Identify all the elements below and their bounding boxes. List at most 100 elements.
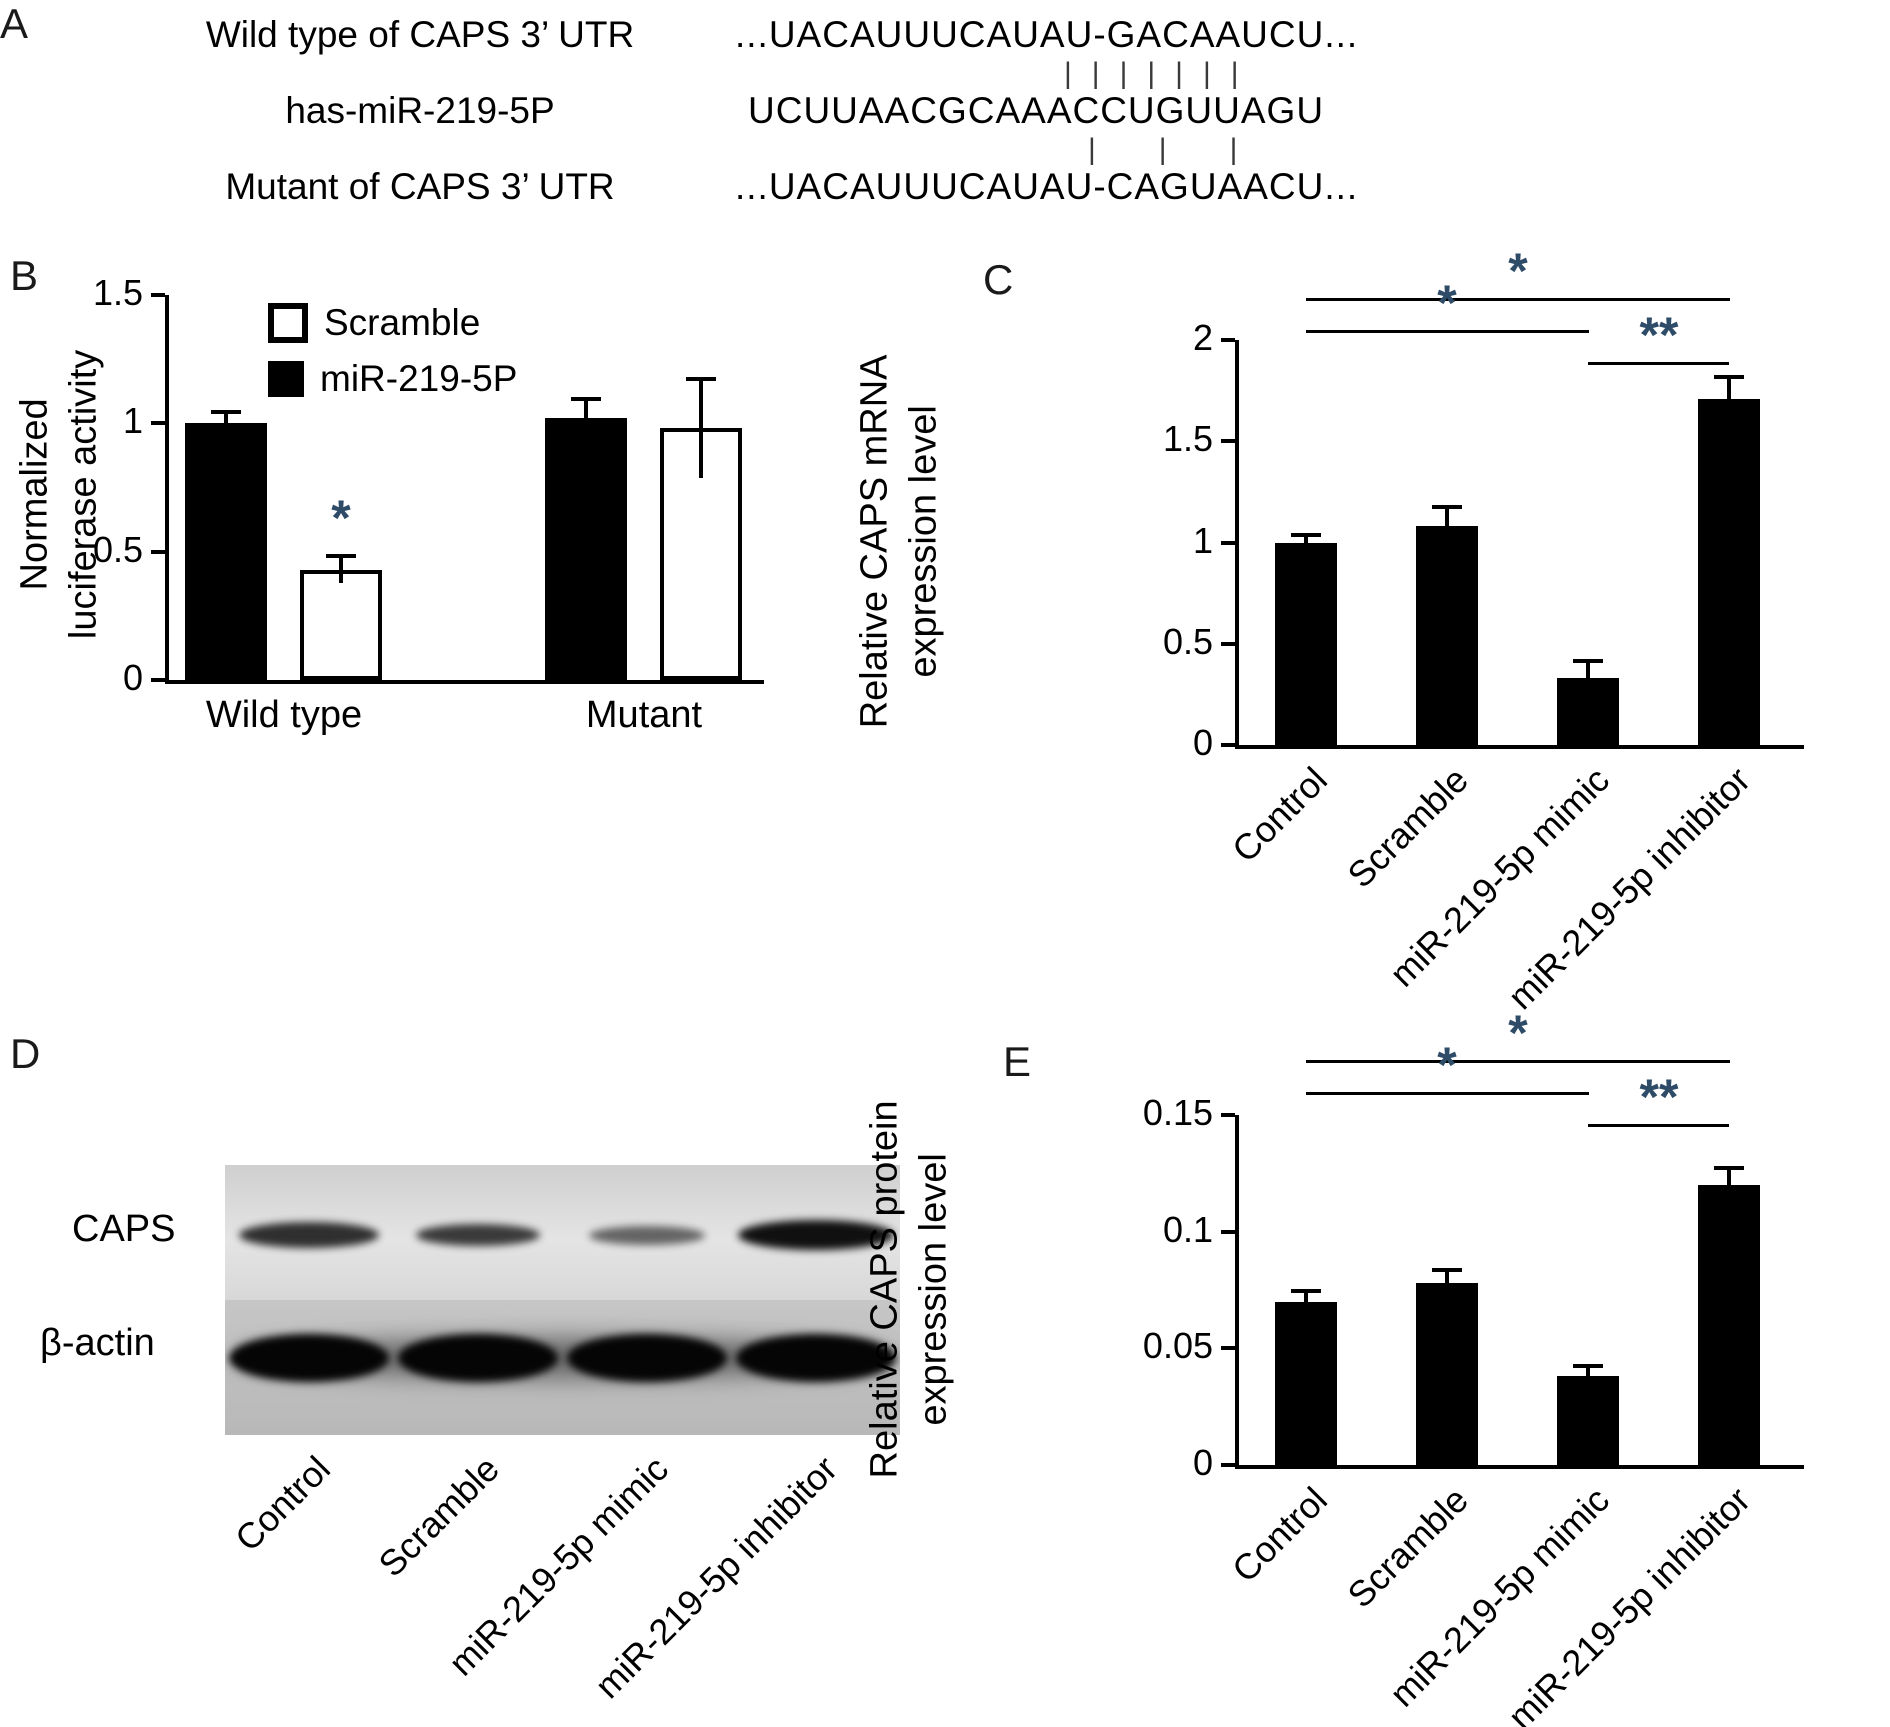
error-bar-stem (339, 557, 343, 583)
chart-b: 0 0.5 1 1.5 Wild type Mutant * Scramble miR-219-… (0, 250, 812, 860)
caps-band (239, 1222, 379, 1248)
y-tick-label: 0.5 (92, 529, 143, 570)
significance-line (1306, 1060, 1730, 1063)
error-bar-cap (1573, 1364, 1603, 1368)
beta-actin-band-label: β-actin (40, 1322, 155, 1364)
y-tick-label: 0.15 (1142, 1092, 1213, 1133)
panel-b-label: B (10, 252, 39, 299)
chart-e: 0 0.05 0.1 0.15 Control Scramble miR-219-5p mi… (815, 1008, 1890, 1727)
bar (1557, 1376, 1619, 1465)
error-bar-cap (326, 554, 356, 558)
y-tick-mark (1221, 439, 1235, 443)
y-tick-label: 0.5 (1162, 621, 1213, 662)
x-category-label: Wild type (205, 694, 363, 736)
sequence-name-wildtype: Wild type of CAPS 3’ UTR (205, 14, 635, 55)
error-bar-cap (1714, 1166, 1744, 1170)
y-tick-label: 0 (122, 657, 143, 698)
bar (1275, 1302, 1337, 1465)
plot-area (1235, 340, 1804, 749)
y-tick-mark (1221, 1113, 1235, 1117)
error-bar-stem (1304, 1292, 1308, 1311)
y-tick-mark (1221, 338, 1235, 342)
base-pair-match-marks-top: ||||||| (1064, 57, 1259, 90)
bar (1416, 526, 1478, 745)
y-tick-mark (151, 678, 165, 682)
error-bar-stem (1586, 662, 1590, 694)
y-tick-mark (1221, 642, 1235, 646)
significance-line (1588, 1124, 1729, 1127)
y-tick-mark (1221, 743, 1235, 747)
sequence-wildtype: ...UACAUUUCAUAU-GACAAUCU... (735, 14, 1359, 55)
plot-area (1235, 1115, 1804, 1469)
error-bar-stem (1727, 1169, 1731, 1202)
bar (1416, 1283, 1478, 1465)
x-category-label: Mutant (585, 694, 703, 736)
bar (185, 423, 267, 680)
sequence-mutant: ...UACAUUUCAUAU-CAGUAACU... (735, 166, 1359, 207)
panel-e-label: E (1003, 1038, 1032, 1085)
error-bar-stem (1445, 508, 1449, 544)
base-pair-match-marks-bottom: ||| (1088, 133, 1301, 166)
error-bar-cap (211, 410, 241, 414)
panel-b: B Normalized luciferase activity 0 0.5 1 1.… (0, 250, 812, 860)
error-bar-stem (1445, 1271, 1449, 1294)
y-tick-label: 0 (1192, 1442, 1213, 1483)
panel-d-label: D (10, 1030, 41, 1077)
bar (1698, 399, 1760, 745)
sequence-name-mutant: Mutant of CAPS 3’ UTR (225, 166, 615, 207)
error-bar-stem (224, 413, 228, 434)
beta-actin-band (229, 1334, 389, 1382)
legend-label: miR-219-5P (320, 358, 518, 399)
panel-c-label: C (983, 256, 1014, 303)
y-tick-mark (1221, 541, 1235, 545)
caps-blot-strip (225, 1165, 900, 1300)
significance-star: * (1437, 275, 1457, 331)
error-bar-cap (1714, 375, 1744, 379)
western-blot-image (225, 1165, 900, 1435)
bar (300, 570, 382, 680)
lane-label: miR-219-5p inhibitor (586, 1448, 845, 1707)
y-tick-label: 1 (122, 400, 143, 441)
panel-d: D CAPS β-actin Control Scramble miR-219-5p… (0, 1010, 950, 1727)
significance-line (1588, 362, 1729, 365)
y-tick-mark (151, 293, 165, 297)
y-tick-label: 1.5 (1162, 418, 1213, 459)
beta-actin-band (736, 1334, 896, 1382)
significance-line (1306, 330, 1589, 333)
y-tick-label: 1.5 (92, 272, 143, 313)
error-bar-stem (1586, 1367, 1590, 1386)
error-bar-cap (1291, 533, 1321, 537)
error-bar-cap (571, 397, 601, 401)
bar (545, 418, 627, 680)
caps-band-label: CAPS (72, 1208, 176, 1250)
error-bar-stem (1727, 378, 1731, 419)
bar (1698, 1185, 1760, 1465)
significance-star: * (331, 490, 351, 546)
y-tick-mark (1221, 1463, 1235, 1467)
significance-line (1306, 1092, 1589, 1095)
sequence-row-wildtype: Wild type of CAPS 3’ UTR ...UACAUUUCAUAU… (0, 14, 1890, 60)
significance-star: * (1437, 1037, 1457, 1093)
panel-a: A Wild type of CAPS 3’ UTR ...UACAUUUCAU… (0, 0, 1890, 245)
beta-actin-blot-strip (225, 1300, 900, 1435)
error-bar-stem (584, 400, 588, 436)
y-tick-mark (1221, 1346, 1235, 1350)
significance-star: ** (1639, 307, 1679, 363)
y-tick-label: 0 (1192, 722, 1213, 763)
plot-area (165, 295, 764, 684)
caps-band (738, 1220, 894, 1250)
beta-actin-band (398, 1334, 558, 1382)
error-bar-cap (1432, 505, 1462, 509)
sequence-row-mirna: has-miR-219-5P UCUUAACGCAAACCUGUUAGU (0, 90, 1890, 136)
error-bar-cap (1432, 1268, 1462, 1272)
error-bar-cap (686, 377, 716, 381)
panel-a-label: A (0, 0, 29, 47)
panel-e: E Relative CAPS protein expression level… (815, 1008, 1890, 1727)
y-tick-mark (151, 421, 165, 425)
caps-band (416, 1224, 540, 1246)
legend-item: Scramble (268, 302, 480, 344)
error-bar-stem (699, 380, 703, 478)
error-bar-stem (1304, 536, 1308, 548)
